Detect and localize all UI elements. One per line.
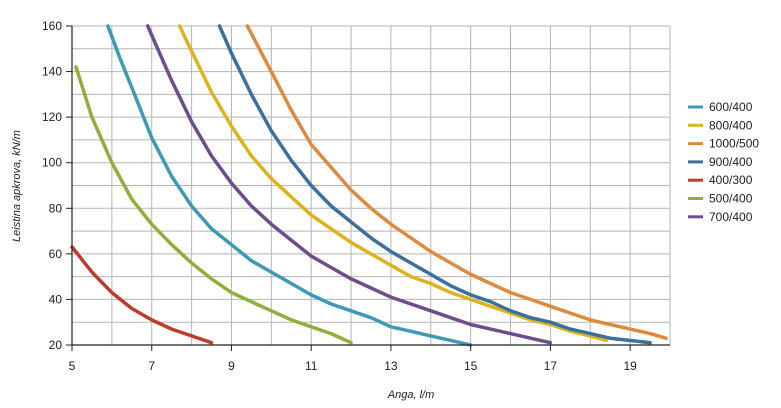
y-tick-label: 20: [49, 338, 63, 352]
series-line-800-400: [177, 24, 608, 343]
x-tick-label: 19: [623, 359, 637, 373]
y-tick-label: 160: [42, 19, 62, 33]
x-tick-label: 5: [69, 359, 76, 373]
x-tick-label: 17: [544, 359, 558, 373]
legend-label: 500/400: [709, 192, 753, 206]
series-line-600-400: [106, 24, 473, 347]
axes: [71, 26, 670, 346]
legend-label: 1000/500: [709, 137, 759, 151]
legend: 600/400 800/400 1000/500 900/400 400/300 500/…: [688, 100, 759, 224]
y-tick-label: 140: [42, 65, 62, 79]
series-line-900-400: [217, 24, 652, 345]
legend-label: 800/400: [709, 118, 753, 132]
legend-label: 700/400: [709, 210, 753, 224]
series-lines: [70, 24, 668, 347]
x-tick-label: 11: [305, 359, 318, 373]
legend-label: 900/400: [709, 155, 753, 169]
series-line-400-300: [70, 245, 214, 345]
y-axis-title: Leistina apkrova, kN/m: [11, 130, 23, 242]
y-tick-label: 120: [42, 110, 62, 124]
grid: [71, 25, 671, 346]
x-tick-label: 15: [464, 359, 478, 373]
y-tick-label: 60: [49, 247, 63, 261]
x-tick-label: 13: [384, 359, 398, 373]
x-axis-title: Anga, l/m: [387, 389, 434, 401]
series-line-1000-500: [245, 24, 668, 340]
legend-label: 400/300: [709, 173, 753, 187]
x-tick-label: 7: [148, 359, 155, 373]
x-tick-label: 9: [228, 359, 235, 373]
y-tick-label: 80: [49, 201, 63, 215]
series-line-500-400: [74, 65, 353, 345]
y-tick-label: 40: [49, 292, 63, 306]
y-tick-label: 100: [42, 156, 62, 170]
legend-label: 600/400: [709, 100, 753, 114]
tick-labels: 20 40 60 80 100 120 140 160 5 7 9 11 13 15 17 19: [42, 19, 637, 373]
series-line-700-400: [145, 24, 553, 345]
